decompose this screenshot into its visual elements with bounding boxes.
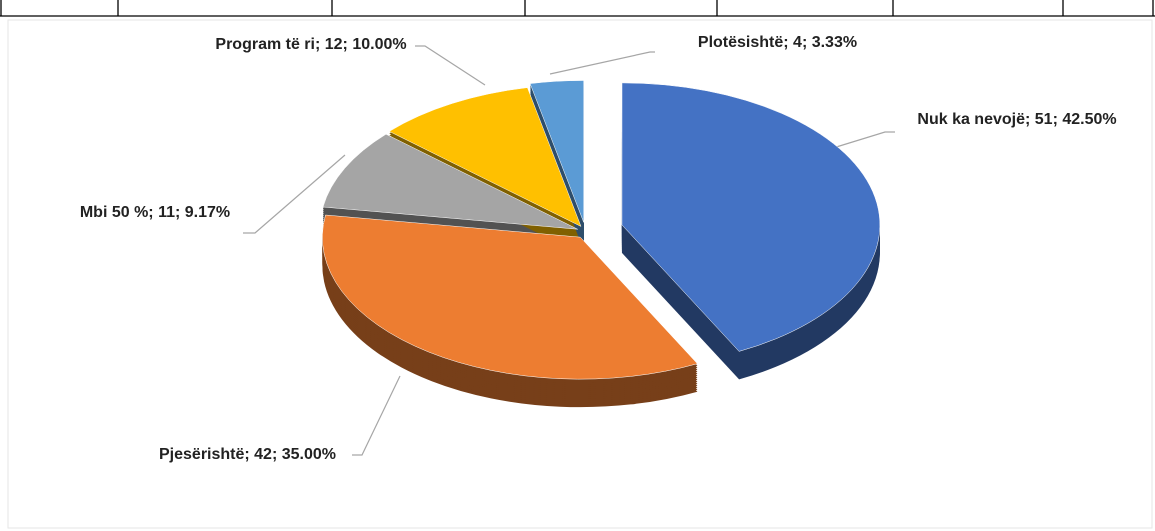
- leader-lines: [243, 45, 895, 456]
- data-label: Plotësishtë; 4; 3.33%: [697, 34, 858, 51]
- data-label: Program të ri; 12; 10.00%: [215, 36, 407, 53]
- table-row: [0, 0, 1155, 17]
- pie: [322, 80, 881, 408]
- data-label: Pjesërishtë; 42; 35.00%: [159, 446, 336, 463]
- slice: [322, 133, 578, 230]
- data-label: Nuk ka nevojë; 51; 42.50%: [917, 111, 1117, 128]
- slice: [621, 82, 881, 352]
- chart-frame: [7, 19, 1153, 529]
- slice: [322, 214, 698, 380]
- slice: [529, 80, 584, 223]
- data-label: Mbi 50 %; 11; 9.17%: [79, 204, 231, 221]
- slice: [388, 87, 582, 227]
